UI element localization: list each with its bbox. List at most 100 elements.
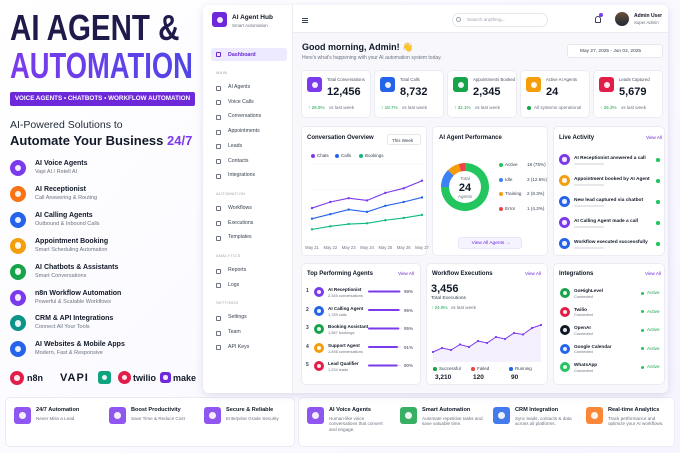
stat-value: 90 [511,374,519,381]
nav-heading: SETTINGS [216,300,239,306]
stat-dot [433,367,437,371]
point [329,212,332,216]
promo-title-accent: AUTOMATION [10,45,193,86]
link[interactable]: View All [398,271,415,276]
avatar[interactable] [615,12,629,26]
link[interactable]: View All [645,271,662,276]
icon-glyph [591,412,598,419]
nav-icon [216,173,221,179]
nav-item[interactable]: Conversations [228,113,262,120]
strip-panel [5,397,295,447]
icon-glyph [563,328,567,332]
kpi-label: Appointments Booked [473,77,516,82]
badge [599,13,603,17]
icon [160,372,171,383]
strip-subtitle: Track performance and optimize your AI w… [608,416,664,427]
point [310,228,314,231]
nav-item[interactable]: Reports [228,267,247,273]
agent-name: Lead Qualifier [328,361,359,366]
point [420,196,424,199]
icon-glyph [19,412,26,419]
nav-item[interactable]: Logs [228,281,240,288]
nav-item[interactable]: Appointments [228,128,260,135]
integration-name: GoHighLevel [574,288,603,293]
feature-title: CRM & API Integrations [35,315,114,323]
agent-name: Booking Assistant [328,324,369,329]
nav-item[interactable]: Templates [228,234,252,241]
icon [307,407,324,424]
strip-subtitle: Automate repetitive tasks and save valua… [422,416,483,427]
feature-title: n8n Workflow Automation [35,289,122,297]
nav-item[interactable]: Integrations [228,172,256,179]
stat-dot [509,367,513,371]
legend-swatch [499,206,503,211]
icon [204,407,221,424]
search[interactable]: Search anything... [452,13,548,27]
point [521,333,525,336]
icon-glyph [216,16,223,23]
icon-glyph [14,216,22,223]
icon-glyph [163,375,168,380]
nav-heading: MAIN [216,70,228,75]
nav-item[interactable]: Contacts [228,157,249,164]
integration-status: Connected [574,330,593,336]
kpi-note: vs last week [402,105,428,110]
point [384,204,387,207]
nav-item-active[interactable]: Dashboard [211,48,287,61]
rank: 5 [306,362,309,368]
icon [314,305,324,316]
nav-item[interactable]: Leads [228,142,243,149]
point [539,323,543,327]
nav-item[interactable]: Voice Calls [228,98,254,105]
date-range[interactable]: May 27, 2025 - Jun 02, 2025 [567,44,663,58]
kpi-value: 12,456 [327,86,361,98]
nav-icon [216,206,221,212]
icon [400,407,417,424]
icon [526,77,541,92]
kpi-change: ↑ 28.5% [308,105,325,110]
point [476,339,480,343]
menu-icon-bar [302,18,308,19]
bar [368,290,401,293]
status-dot [641,347,644,350]
feature-subtitle: Modern, Fast & Responsive [35,350,103,357]
legend-swatch [499,163,503,167]
legend-swatch [499,192,503,196]
center-label: Total [460,176,470,181]
nav-item[interactable]: AI Agents [228,84,251,90]
point [467,345,471,349]
point [420,213,424,217]
icon-glyph [14,375,20,381]
x-tick-label: May 26 [397,245,411,250]
icon [560,362,570,372]
nav-item[interactable]: Settings [228,314,247,321]
nav-item[interactable]: API Keys [228,343,250,350]
icon-glyph [317,327,321,331]
nav-icon [216,100,221,106]
icon [10,185,26,202]
strip-subtitle: Save Time & Reduce Cost [131,416,185,421]
bell[interactable] [595,16,601,23]
period-select[interactable]: This Week [387,134,421,145]
icon-glyph [530,81,537,88]
brand-tagline: Smart Automation [232,23,268,28]
stat-label: Failed [477,366,490,371]
integration-name: Twilio [574,306,587,312]
nav-icon [216,129,221,135]
donut-segment [448,163,461,176]
icon [10,263,26,280]
nav-icon [216,235,221,241]
nav-item[interactable]: Executions [228,219,254,226]
card-title: Live Activity [559,135,595,141]
status-dot [641,291,644,295]
view-all-agents[interactable]: View All Agents → [458,237,522,249]
link[interactable]: View All [646,135,663,140]
kpi-label: Total Calls [400,77,420,82]
nav-item[interactable]: Team [228,329,241,336]
feature-subtitle: Call Answering & Routing [35,194,98,201]
link[interactable]: View All [525,271,542,276]
integration-state: Active [647,327,660,332]
nav-item[interactable]: Workflows [228,204,252,211]
icon [10,315,26,332]
